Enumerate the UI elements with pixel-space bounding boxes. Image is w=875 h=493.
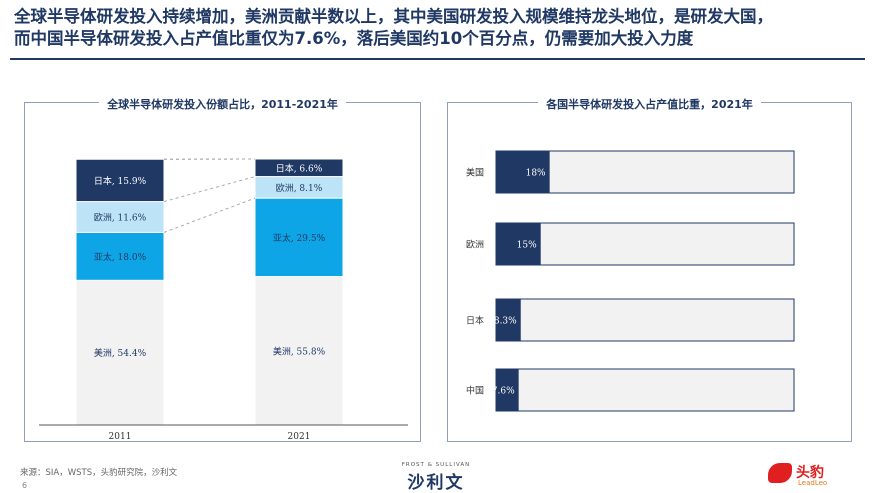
bar-label-2011-0: 美洲, 54.4% bbox=[94, 347, 147, 359]
bar-label-2021-2: 欧洲, 8.1% bbox=[276, 182, 323, 194]
connector-1 bbox=[163, 197, 256, 233]
bar-segment-2021-1 bbox=[254, 197, 344, 278]
category-label-美国: 美国 bbox=[466, 167, 484, 179]
bar-label-2011-3: 日本, 15.9% bbox=[94, 175, 147, 187]
source-note: 来源：SIA，WSTS，头豹研究院，沙利文 bbox=[20, 468, 178, 478]
headline: 全球半导体研发投入持续增加，美洲贡献半数以上，其中美国研发投入规模维持龙头地位，… bbox=[14, 6, 864, 50]
bar-日本 bbox=[496, 299, 521, 341]
bar-label-2021-0: 美洲, 55.8% bbox=[273, 345, 326, 357]
brand-name: 沙利文 bbox=[407, 473, 465, 493]
hbar-chart-title: 各国半导体研发投入占产值比重，2021年 bbox=[538, 96, 761, 114]
stacked-chart-panel: 全球半导体研发投入份额占比，2011-2021年 美洲, 54.4% 亚太, 18… bbox=[24, 96, 421, 442]
hbar-chart-svg: 18% 美国 15% 欧洲 8.3% 日本 7.6% 中国 bbox=[466, 150, 795, 412]
bar-value-美国: 18% bbox=[526, 169, 546, 179]
header-rule bbox=[10, 58, 865, 60]
bar-label-2011-2: 欧洲, 11.6% bbox=[94, 211, 147, 223]
headline-line2: 而中国半导体研发投入占产值比重仅为7.6%，落后美国约10个百分点，仍需要加大投… bbox=[14, 29, 694, 48]
bar-track-中国 bbox=[495, 368, 795, 412]
bar-欧洲 bbox=[496, 223, 541, 265]
bar-segment-2011-0 bbox=[75, 279, 165, 426]
category-label-中国: 中国 bbox=[466, 385, 484, 397]
bar-label-2021-3: 日本, 6.6% bbox=[276, 162, 323, 174]
leopard-icon bbox=[768, 463, 792, 483]
logo-text-en: LeadLeo bbox=[798, 479, 828, 487]
bar-中国 bbox=[496, 369, 519, 411]
category-label-欧洲: 欧洲 bbox=[466, 239, 484, 251]
stacked-chart-title: 全球半导体研发投入份额占比，2011-2021年 bbox=[99, 96, 346, 114]
bar-track-欧洲 bbox=[495, 222, 795, 266]
bar-value-欧洲: 15% bbox=[517, 241, 537, 251]
x-tick-label-2011: 2011 bbox=[109, 432, 132, 442]
category-label-日本: 日本 bbox=[466, 315, 484, 327]
connector-2 bbox=[163, 176, 256, 203]
bar-label-2021-1: 亚太, 29.5% bbox=[273, 232, 326, 244]
x-tick-label-2021: 2021 bbox=[288, 432, 311, 442]
bar-美国 bbox=[496, 151, 550, 193]
bar-segment-2021-3 bbox=[254, 158, 344, 178]
logo-text-cn: 头豹 bbox=[796, 465, 824, 481]
bar-value-日本: 8.3% bbox=[494, 317, 517, 327]
stacked-chart-svg: 美洲, 54.4% 亚太, 18.0% 欧洲, 11.6% 日本, 15.9% 2011… bbox=[39, 158, 408, 442]
bar-segment-2011-3 bbox=[75, 158, 165, 203]
bar-track-日本 bbox=[495, 298, 795, 342]
bar-value-中国: 7.6% bbox=[492, 387, 515, 397]
frost-label: FROST & SULLIVAN bbox=[401, 462, 471, 468]
leadleo-logo: 头豹 LeadLeo bbox=[768, 460, 868, 490]
bar-segment-2021-0 bbox=[254, 276, 344, 426]
bar-label-2011-1: 亚太, 18.0% bbox=[94, 251, 147, 263]
hbar-chart-panel: 各国半导体研发投入占产值比重，2021年 18% 美国 15% 欧洲 8.3% 日本 7.6… bbox=[447, 96, 852, 442]
page-number: 6 bbox=[22, 481, 28, 490]
headline-line1: 全球半导体研发投入持续增加，美洲贡献半数以上，其中美国研发投入规模维持龙头地位，… bbox=[14, 7, 773, 26]
bar-segment-2011-1 bbox=[75, 231, 165, 281]
